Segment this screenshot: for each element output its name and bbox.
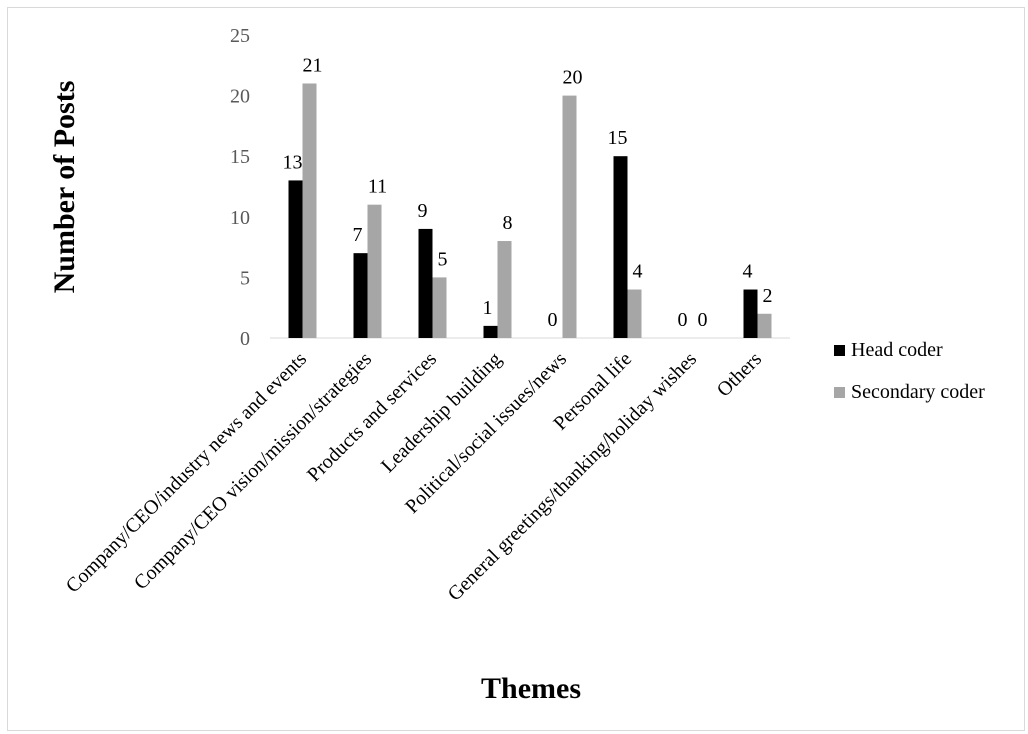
data-label: 0: [698, 309, 708, 331]
bar-head-coder: [353, 253, 368, 338]
data-label: 15: [608, 127, 628, 149]
y-tick-label: 5: [240, 267, 250, 289]
bar-secondary-coder: [497, 241, 512, 338]
data-label: 1: [483, 297, 493, 319]
data-label: 13: [283, 151, 303, 173]
chart-frame: [7, 7, 1025, 731]
legend-label: Head coder: [851, 339, 943, 361]
category-label: Company/CEO/industry news and events: [62, 348, 311, 597]
bar-head-coder: [483, 325, 498, 338]
y-tick-label: 25: [230, 25, 250, 47]
legend-label: Secondary coder: [851, 381, 985, 403]
y-tick-label: 0: [240, 328, 250, 350]
data-label: 0: [548, 309, 558, 331]
data-label: 11: [368, 176, 387, 198]
bar-secondary-coder: [302, 83, 317, 338]
x-axis-title: Themes: [481, 672, 581, 705]
bar-secondary-coder: [432, 277, 447, 338]
category-label: Leadership building: [377, 348, 506, 477]
bar-secondary-coder: [367, 204, 382, 338]
y-tick-label: 20: [230, 86, 250, 108]
data-label: 20: [563, 67, 583, 89]
data-label: 4: [743, 261, 753, 283]
legend-swatch: [834, 387, 845, 398]
data-label: 8: [503, 212, 513, 234]
bar-secondary-coder: [757, 313, 772, 338]
data-label: 9: [418, 200, 428, 222]
bar-head-coder: [288, 180, 303, 338]
data-label: 7: [353, 224, 363, 246]
category-labels: Company/CEO/industry news and eventsComp…: [62, 348, 766, 606]
y-tick-label: 15: [230, 146, 250, 168]
category-label: Company/CEO vision/mission/strategies: [130, 348, 376, 594]
bar-head-coder: [613, 156, 628, 338]
bar-secondary-coder: [627, 289, 642, 338]
data-label: 2: [763, 285, 773, 307]
y-axis-ticks: 0 5 10 15 20 25: [230, 25, 250, 350]
legend-swatch: [834, 345, 845, 356]
y-axis-title: Number of Posts: [48, 81, 81, 294]
data-label: 0: [678, 309, 688, 331]
category-label: Others: [713, 348, 766, 401]
legend: Head coder Secondary coder: [834, 339, 985, 403]
y-tick-label: 10: [230, 207, 250, 229]
bar-secondary-coder: [562, 95, 577, 338]
bar-head-coder: [743, 289, 758, 338]
bars: [288, 83, 772, 338]
data-label: 4: [633, 261, 643, 283]
data-label: 5: [438, 248, 448, 270]
data-label: 21: [303, 54, 323, 76]
bar-head-coder: [418, 228, 433, 338]
